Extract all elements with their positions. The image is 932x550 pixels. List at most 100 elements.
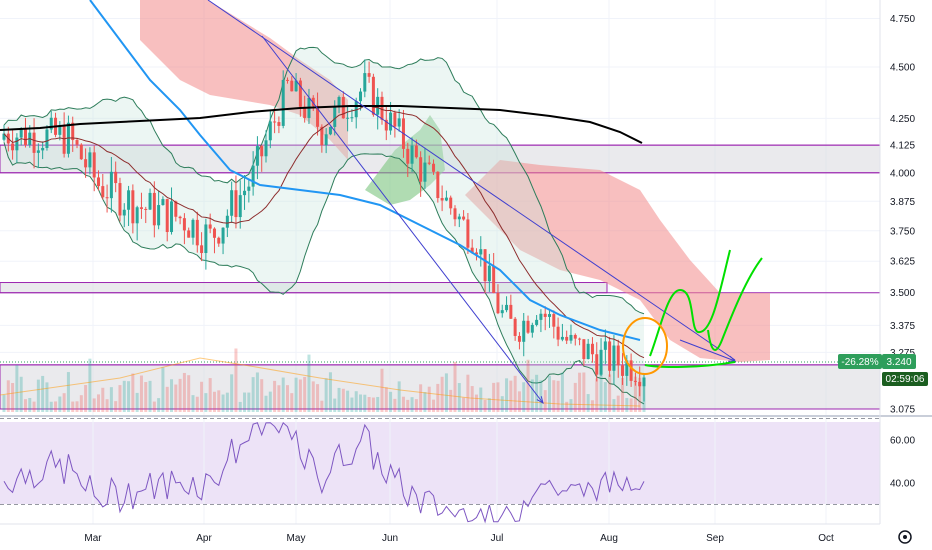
volume-bar	[191, 395, 195, 412]
volume-bar	[401, 396, 405, 412]
volume-bar	[6, 380, 10, 412]
candle-body	[638, 381, 642, 387]
candle-body	[79, 144, 83, 160]
candle-body	[436, 171, 440, 199]
volume-bar	[221, 394, 225, 412]
candle-body	[92, 152, 96, 178]
candle-body	[560, 336, 564, 340]
candle-body	[419, 157, 423, 182]
volume-bar	[608, 374, 612, 412]
candle-body	[479, 249, 483, 255]
volume-bar	[556, 380, 560, 412]
volume-bar	[616, 395, 620, 412]
volume-bar	[552, 380, 556, 412]
volume-bar	[444, 373, 448, 412]
candle-body	[96, 177, 100, 187]
volume-bar	[161, 367, 165, 412]
volume-bar	[371, 397, 375, 412]
candle-body	[526, 320, 530, 333]
volume-bar	[603, 382, 607, 412]
candle-body	[148, 192, 152, 210]
candle-body	[165, 199, 169, 233]
candle-body	[281, 79, 285, 126]
settings-icon[interactable]	[898, 530, 912, 544]
volume-bar	[578, 372, 582, 412]
candle-body	[586, 343, 590, 360]
volume-bar	[354, 391, 358, 412]
candle-body	[414, 145, 418, 158]
candle-body	[505, 304, 509, 311]
volume-bar	[157, 398, 161, 412]
rsi-tick-label: 40.00	[890, 479, 915, 490]
volume-bar	[225, 392, 229, 412]
volume-bar	[217, 390, 221, 412]
bollinger-basis	[3, 104, 645, 359]
candle-body	[363, 73, 367, 92]
volume-bars	[2, 348, 646, 412]
price-tick-label: 4.125	[890, 141, 915, 152]
bollinger-lower	[3, 142, 645, 405]
candle-body	[234, 190, 238, 218]
cloud-bearish	[140, 0, 348, 160]
chart-tools	[898, 530, 912, 544]
candle-body	[328, 126, 332, 135]
candle-body	[49, 117, 53, 130]
volume-bar	[148, 380, 152, 412]
candle-body	[552, 314, 556, 327]
candle-body	[294, 80, 298, 92]
volume-bar	[470, 386, 474, 412]
time-tick-label: Sep	[706, 533, 724, 544]
volume-bar	[131, 373, 135, 412]
candle-body	[58, 126, 62, 135]
price-tick-label: 4.250	[890, 114, 915, 125]
rsi-tick-label: 60.00	[890, 436, 915, 447]
volume-bar	[165, 386, 169, 412]
volume-bar	[582, 372, 586, 412]
candle-body	[513, 318, 517, 336]
price-badge	[882, 354, 916, 369]
candle-body	[496, 292, 500, 314]
volume-bar	[427, 386, 431, 412]
price-tick-label: 4.500	[890, 63, 915, 74]
volume-bar	[397, 381, 401, 412]
candle-body	[612, 345, 616, 371]
candle-body	[75, 140, 79, 145]
candle-body	[109, 171, 113, 199]
candle-body	[642, 377, 646, 387]
time-tick-label: Jul	[491, 533, 504, 544]
volume-bar	[208, 378, 212, 412]
volume-bar	[294, 377, 298, 412]
trendline-projection-head	[536, 396, 544, 405]
candles	[2, 59, 646, 402]
volume-bar	[66, 372, 70, 412]
indicator-lines	[0, 0, 645, 407]
candle-body	[359, 91, 363, 102]
candle-body	[573, 334, 577, 339]
volume-bar	[466, 374, 470, 412]
last-price-badges: -26.28% 3.240 02:59:06	[838, 354, 928, 386]
volume-bar	[509, 380, 513, 412]
price-tick-label: 3.625	[890, 257, 915, 268]
volume-bar	[139, 375, 143, 412]
candle-body	[474, 252, 478, 255]
candle-body	[389, 112, 393, 131]
candle-body	[32, 132, 36, 153]
candle-body	[36, 150, 40, 153]
volume-bar	[28, 397, 32, 412]
rsi-axis: 60.00 40.00	[890, 436, 915, 490]
volume-bar	[114, 401, 118, 412]
rsi-band-fill	[0, 422, 880, 504]
volume-bar	[487, 398, 491, 412]
volume-bar	[367, 397, 371, 412]
trendline-arrow	[679, 339, 736, 362]
volume-bar	[230, 374, 234, 412]
candle-body	[114, 171, 118, 184]
volume-bar	[92, 398, 96, 412]
support-zone	[0, 364, 881, 410]
cloud-bearish	[465, 160, 770, 362]
candle-body	[423, 162, 427, 182]
volume-bar	[212, 391, 216, 412]
candle-body	[324, 134, 328, 146]
candle-body	[15, 137, 19, 151]
